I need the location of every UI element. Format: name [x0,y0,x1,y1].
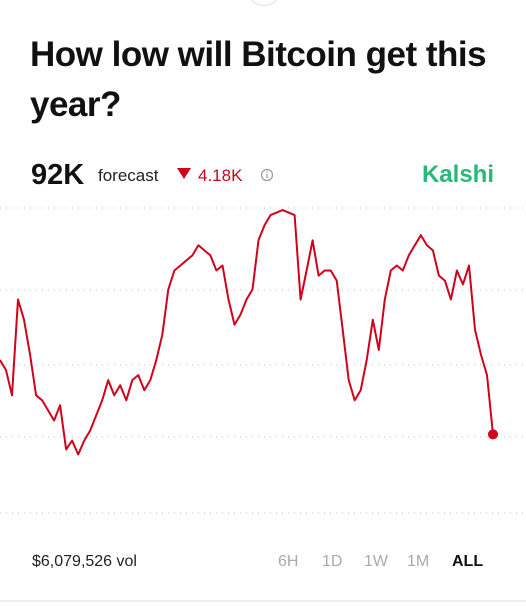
volume: $6,079,526 vol [32,553,137,570]
range-button[interactable]: 1D [322,553,343,570]
range-button[interactable]: 1M [407,553,430,570]
info-icon[interactable] [260,168,274,182]
title: How low will Bitcoin get this year? [30,35,487,124]
down-arrow [177,168,191,179]
forecast-label: forecast [98,166,159,185]
chart [0,207,526,514]
range-button[interactable]: 1W [364,553,388,570]
forecast-value: 92K [31,159,85,191]
end-point [488,429,498,440]
range-button[interactable]: ALL [452,553,484,570]
price-line [0,209,494,456]
top-handle [248,0,280,6]
change: 4.18K [198,166,243,185]
brand: Kalshi [421,161,494,188]
range-button[interactable]: 6H [278,553,299,570]
bottom-border [0,600,526,602]
